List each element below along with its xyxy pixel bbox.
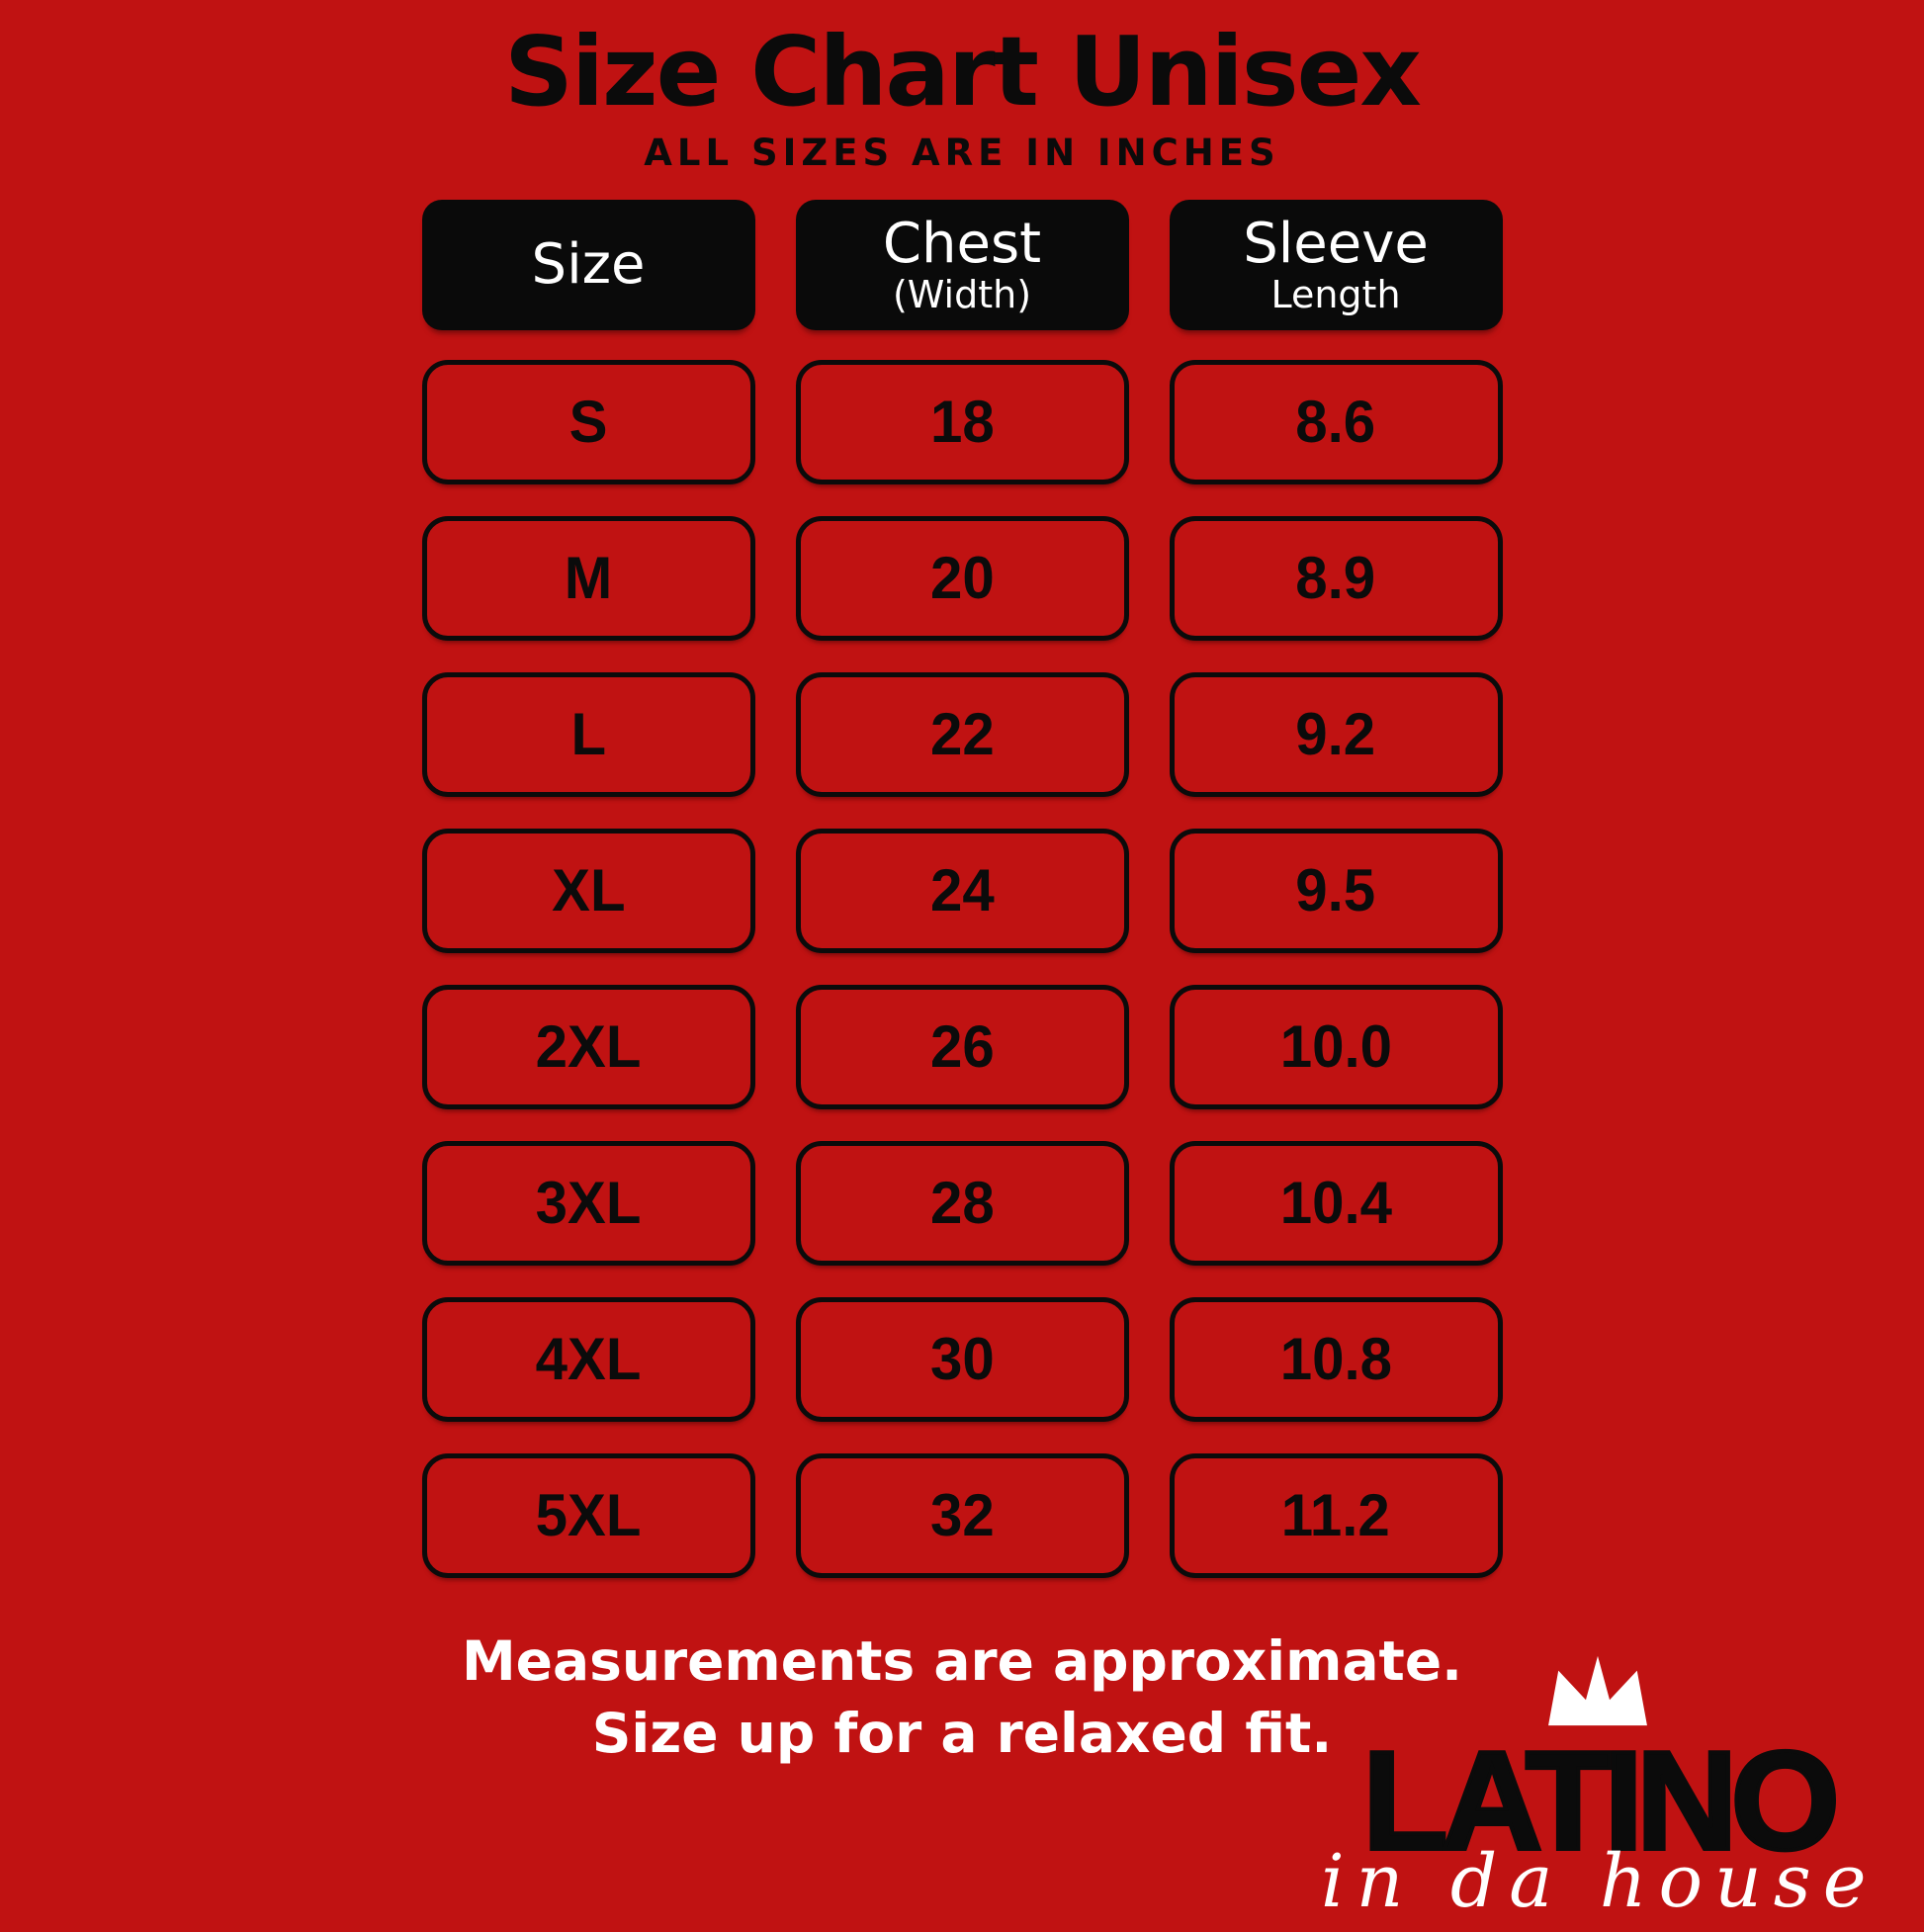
size-value: L [570, 701, 606, 768]
footer-note: Measurements are approximate. Size up fo… [0, 1625, 1924, 1770]
chest-value: 28 [929, 1170, 995, 1237]
page-subtitle: ALL SIZES ARE IN INCHES [644, 131, 1280, 174]
size-value: XL [551, 857, 626, 924]
chest-value: 18 [929, 389, 995, 456]
cell-chest-m: 20 [795, 515, 1129, 641]
cell-chest-2xl: 26 [795, 984, 1129, 1109]
cell-sleeve-4xl: 10.8 [1169, 1296, 1503, 1422]
cell-chest-5xl: 32 [795, 1452, 1129, 1578]
cell-sleeve-2xl: 10.0 [1169, 984, 1503, 1109]
header-sublabel: (Width) [892, 272, 1032, 316]
sleeve-value: 8.9 [1295, 545, 1376, 612]
cell-size-s: S [421, 359, 755, 484]
sleeve-value: 8.6 [1295, 389, 1376, 456]
brand-tagline: in da house [1321, 1839, 1879, 1924]
cell-sleeve-l: 9.2 [1169, 671, 1503, 797]
chest-value: 20 [929, 545, 995, 612]
sleeve-value: 10.0 [1279, 1013, 1392, 1081]
cell-size-2xl: 2XL [421, 984, 755, 1109]
sleeve-value: 9.5 [1295, 857, 1376, 924]
size-value: S [568, 389, 608, 456]
cell-sleeve-3xl: 10.4 [1169, 1140, 1503, 1266]
cell-chest-s: 18 [795, 359, 1129, 484]
cell-size-4xl: 4XL [421, 1296, 755, 1422]
cell-sleeve-5xl: 11.2 [1169, 1452, 1503, 1578]
chest-value: 24 [929, 857, 995, 924]
sleeve-value: 10.8 [1279, 1326, 1392, 1393]
header-sublabel: Length [1270, 272, 1401, 316]
cell-sleeve-xl: 9.5 [1169, 828, 1503, 953]
cell-size-l: L [421, 671, 755, 797]
sleeve-value: 9.2 [1295, 701, 1376, 768]
cell-size-3xl: 3XL [421, 1140, 755, 1266]
sleeve-value: 10.4 [1279, 1170, 1392, 1237]
header-cell-sleeve: Sleeve Length [1169, 199, 1503, 330]
size-value: 4XL [535, 1326, 642, 1393]
chest-value: 32 [929, 1482, 995, 1549]
header-label: Chest [882, 212, 1042, 277]
cell-chest-xl: 24 [795, 828, 1129, 953]
brand-name: LATINO [1360, 1722, 1842, 1881]
table-header-row: Size Chest (Width) Sleeve Length [418, 199, 1506, 330]
note-line-1: Measurements are approximate. [461, 1628, 1463, 1693]
note-line-2: Size up for a relaxed fit. [591, 1702, 1333, 1766]
cell-size-xl: XL [421, 828, 755, 953]
size-value: M [564, 545, 613, 612]
chest-value: 22 [929, 701, 995, 768]
crown-icon [1548, 1656, 1647, 1726]
cell-sleeve-s: 8.6 [1169, 359, 1503, 484]
size-value: 2XL [535, 1013, 642, 1081]
header-label: Size [531, 231, 646, 297]
chest-value: 30 [929, 1326, 995, 1393]
header-cell-size: Size [421, 199, 755, 330]
chest-value: 26 [929, 1013, 995, 1081]
brand-logo: LATINO in da house [1321, 1654, 1875, 1918]
cell-chest-l: 22 [795, 671, 1129, 797]
header-label: Sleeve [1243, 212, 1429, 277]
size-table: Size Chest (Width) Sleeve Length S 18 8.… [418, 199, 1506, 1578]
cell-sleeve-m: 8.9 [1169, 515, 1503, 641]
cell-chest-3xl: 28 [795, 1140, 1129, 1266]
size-value: 5XL [535, 1482, 642, 1549]
sleeve-value: 11.2 [1280, 1482, 1391, 1549]
size-value: 3XL [535, 1170, 642, 1237]
cell-size-m: M [421, 515, 755, 641]
cell-chest-4xl: 30 [795, 1296, 1129, 1422]
page-title: Size Chart Unisex [504, 16, 1422, 128]
header-cell-chest: Chest (Width) [795, 199, 1129, 330]
cell-size-5xl: 5XL [421, 1452, 755, 1578]
table-body: S 18 8.6 M 20 8.9 L 22 9.2 XL 24 9.5 2XL… [418, 359, 1506, 1578]
